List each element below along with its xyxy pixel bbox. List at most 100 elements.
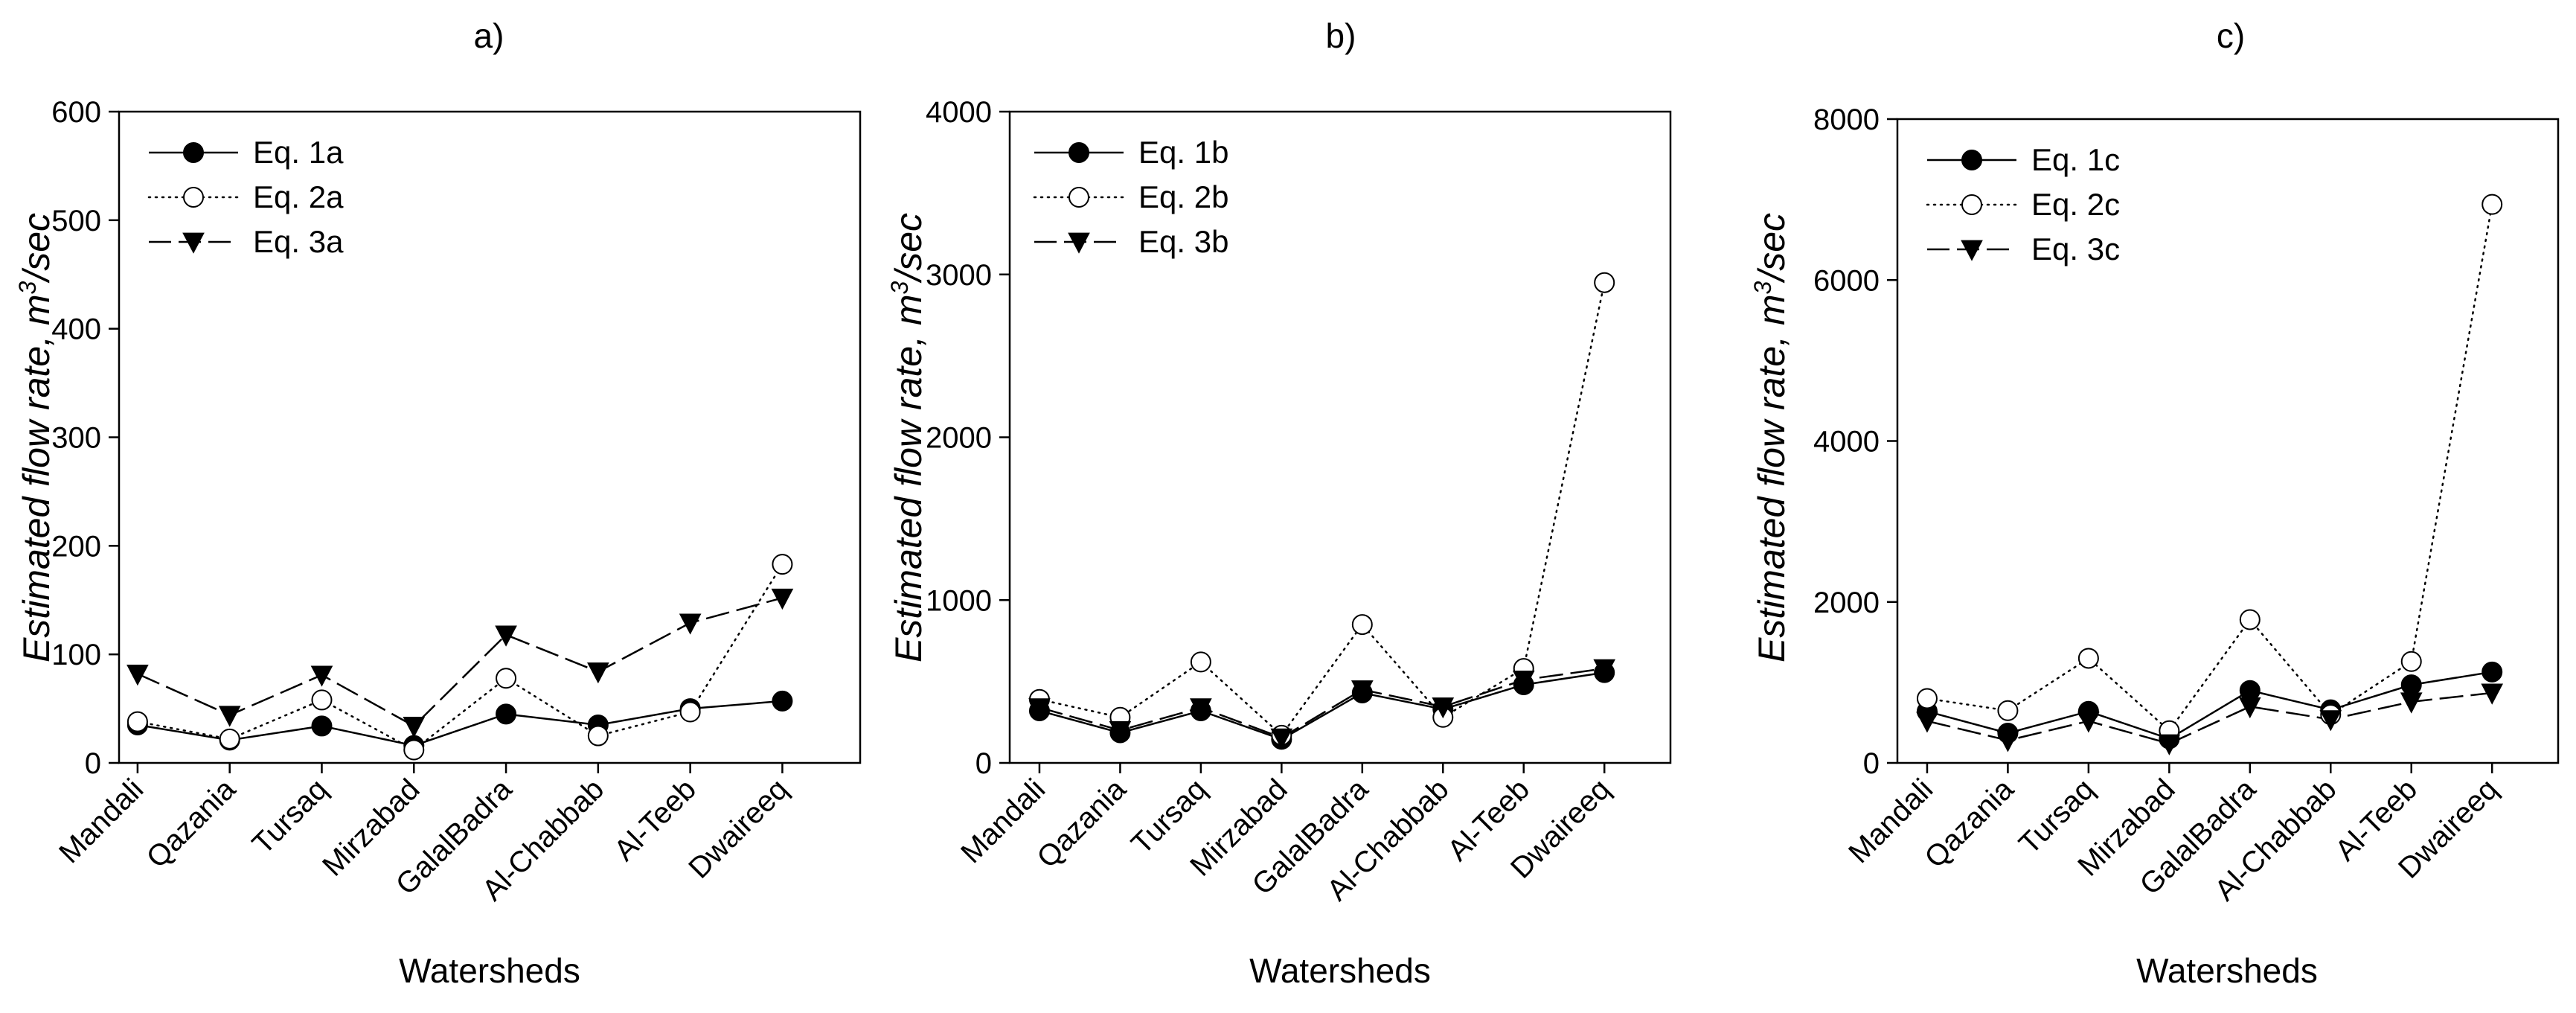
data-point — [2239, 609, 2261, 630]
legend-marker — [1068, 142, 1089, 163]
y-tick-label: 0 — [85, 747, 101, 780]
y-axis-label-text: Estimated flow rate, m — [16, 294, 57, 662]
y-tick-label: 200 — [51, 530, 101, 563]
panel-title: b) — [1326, 16, 1356, 55]
series-layer — [1916, 194, 2504, 755]
x-tick-label: Al-Teeb — [608, 773, 702, 867]
y-tick-label: 6000 — [1813, 264, 1880, 297]
y-tick-label: 600 — [51, 96, 101, 129]
x-tick-label: Qazania — [1031, 773, 1132, 875]
data-point — [1028, 698, 1051, 720]
legend-marker — [1961, 194, 1982, 215]
y-axis-label-units: /sec — [16, 213, 57, 284]
data-point — [218, 706, 241, 727]
data-point — [772, 690, 793, 712]
data-point — [587, 662, 609, 684]
data-point — [2077, 648, 2099, 669]
data-point — [1351, 680, 1374, 702]
data-point — [1916, 688, 1938, 709]
plot-frame — [1896, 118, 2560, 764]
y-axis-label-superscript: 3 — [14, 281, 41, 294]
legend-marker — [1961, 240, 1983, 261]
data-point — [2400, 692, 2423, 714]
data-point — [496, 668, 517, 689]
x-axis: MandaliQazaniaTursaqMirzabadGalalBadraAl… — [955, 763, 1617, 907]
legend-marker — [1068, 232, 1090, 254]
legend: Eq. 1a Eq. 2a Eq. 3a — [147, 135, 344, 259]
y-tick-label: 2000 — [926, 422, 992, 455]
data-point — [679, 613, 702, 635]
y-axis-label-superscript: 3 — [886, 281, 913, 294]
series-line — [136, 563, 784, 751]
legend: Eq. 1b Eq. 2b Eq. 3b — [1033, 135, 1228, 259]
y-tick-label: 500 — [51, 205, 101, 237]
y-tick-label: 4000 — [1813, 426, 1880, 458]
data-point — [1997, 700, 2019, 721]
legend-label: Eq. 3c — [2031, 231, 2120, 266]
legend-marker — [183, 187, 204, 208]
series-line — [137, 700, 783, 747]
data-point — [2481, 683, 2504, 705]
y-axis: 0 1000 2000 3000 4000 — [926, 96, 1010, 780]
data-point — [1916, 712, 1938, 733]
legend-label: Eq. 1a — [253, 135, 344, 170]
legend: Eq. 1c Eq. 2c Eq. 3c — [1926, 142, 2120, 266]
legend-label: Eq. 2b — [1138, 179, 1228, 214]
legend-marker — [183, 142, 204, 163]
y-tick-label: 8000 — [1813, 103, 1880, 136]
data-point — [1432, 697, 1455, 719]
data-point — [1512, 671, 1535, 692]
y-axis-label: Estimated flow rate, m3/sec — [14, 213, 57, 662]
panel-c: c) 0 2000 4000 6000 8000 MandaliQazaniaTursa… — [1749, 16, 2560, 990]
y-tick-label: 100 — [51, 639, 101, 671]
legend-label: Eq. 1b — [1138, 135, 1228, 170]
y-axis-label-text: Estimated flow rate, m — [888, 294, 929, 662]
legend-marker — [182, 232, 205, 254]
series-layer — [126, 554, 794, 761]
series-line — [1039, 671, 1605, 741]
data-point — [2482, 194, 2503, 215]
series-layer — [1028, 272, 1616, 750]
data-point — [1996, 731, 2019, 752]
series-line — [1926, 691, 2493, 745]
x-axis-label: Watersheds — [399, 951, 580, 990]
data-point — [496, 703, 517, 725]
y-tick-label: 1000 — [926, 584, 992, 617]
data-point — [2319, 710, 2342, 732]
data-point — [1270, 728, 1293, 750]
legend-label: Eq. 2a — [253, 179, 344, 214]
y-axis-label-units: /sec — [888, 213, 929, 284]
x-tick-label: Tursaq — [246, 773, 334, 860]
data-point — [2158, 734, 2181, 755]
series-line — [1039, 667, 1605, 739]
x-axis-label: Watersheds — [2136, 951, 2318, 990]
y-axis-label-text: Estimated flow rate, m — [1751, 294, 1792, 662]
data-point — [1190, 651, 1211, 673]
x-tick-label: Dwaireeq — [682, 773, 795, 885]
data-point — [2238, 697, 2261, 719]
series-line — [1926, 203, 2493, 732]
data-point — [2239, 680, 2261, 701]
series-line — [1926, 671, 2493, 740]
data-point — [2077, 712, 2100, 733]
data-point — [1190, 698, 1212, 720]
x-axis-label: Watersheds — [1249, 951, 1431, 990]
y-axis-label-units: /sec — [1751, 213, 1792, 284]
legend-label: Eq. 1c — [2031, 142, 2120, 177]
legend-marker — [1068, 187, 1089, 208]
legend-marker — [1961, 150, 1982, 170]
plot-frame — [1008, 110, 1672, 764]
y-axis-label-superscript: 3 — [1749, 281, 1776, 294]
data-point — [587, 725, 609, 747]
legend-label: Eq. 3a — [253, 224, 344, 259]
data-point — [2400, 674, 2422, 696]
data-point — [1593, 659, 1616, 680]
data-point — [219, 728, 240, 750]
y-tick-label: 0 — [975, 747, 992, 780]
y-axis: 0 2000 4000 6000 8000 — [1813, 103, 1897, 780]
data-point — [1351, 614, 1373, 636]
data-point — [772, 554, 793, 575]
